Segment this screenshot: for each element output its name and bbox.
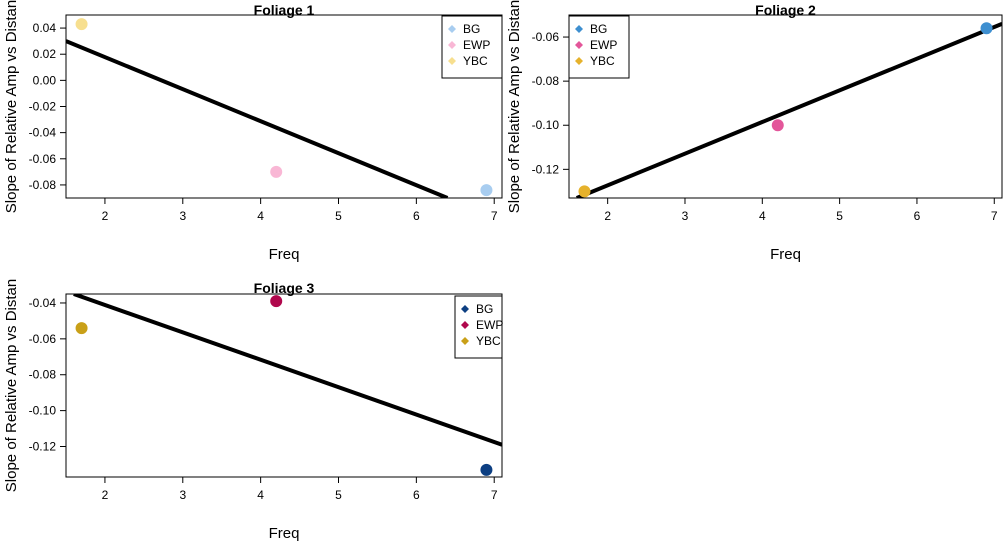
chart-panel-2: 2 3 4 5 6 7 -0.12 -0.10 -0.08 -0.06 Freq Slope of R… xyxy=(506,0,1003,263)
fit-line xyxy=(73,294,502,447)
data-point-bg xyxy=(480,463,493,476)
legend-label: YBC xyxy=(476,334,501,348)
legend-marker-ybc xyxy=(448,57,456,65)
legend-label: YBC xyxy=(463,54,488,68)
legend-label: EWP xyxy=(476,318,503,332)
y-axis-label: Slope of Relative Amp vs Distan xyxy=(506,0,523,213)
legend-label: EWP xyxy=(590,38,617,52)
data-point-ewp xyxy=(270,295,283,308)
y-tick-label: -0.10 xyxy=(532,118,560,132)
y-tick-label: -0.06 xyxy=(29,152,57,166)
plot-frame xyxy=(568,14,1003,199)
data-point-ewp xyxy=(771,119,784,132)
y-tick-label: -0.08 xyxy=(29,368,57,382)
legend-label: BG xyxy=(590,22,607,36)
y-tick-label: -0.08 xyxy=(29,178,57,192)
y-tick-label: -0.10 xyxy=(29,404,57,418)
legend-label: BG xyxy=(463,22,480,36)
y-tick-label: 0.04 xyxy=(33,21,57,35)
plot-frame xyxy=(65,14,503,199)
fit-line xyxy=(575,21,1002,198)
y-tick-label: -0.12 xyxy=(532,162,560,176)
x-tick-label: 4 xyxy=(759,209,766,223)
x-tick-label: 2 xyxy=(604,209,611,223)
chart-title: Foliage 3 xyxy=(254,280,315,296)
y-tick-label: 0.00 xyxy=(33,73,57,87)
data-point-bg xyxy=(480,184,493,197)
data-point-ewp xyxy=(270,165,283,178)
y-tick-label: -0.08 xyxy=(532,74,560,88)
legend-marker-bg xyxy=(575,25,583,33)
y-tick-label: -0.06 xyxy=(532,30,560,44)
legend-marker-ewp xyxy=(575,41,583,49)
chart-panel-1: 2 3 4 5 6 7 -0.08 -0.06 -0.04 -0.02 0.00 0.02 0.04 Fr… xyxy=(3,0,503,263)
x-tick-label: 4 xyxy=(257,209,264,223)
data-point-ybc xyxy=(75,322,88,335)
y-tick-label: -0.04 xyxy=(29,126,57,140)
legend-marker-bg xyxy=(461,305,469,313)
x-tick-label: 6 xyxy=(914,209,921,223)
data-point-ybc xyxy=(75,18,88,31)
x-tick-label: 7 xyxy=(991,209,998,223)
y-axis-label: Slope of Relative Amp vs Distan xyxy=(3,0,20,213)
y-tick-label: -0.06 xyxy=(29,332,57,346)
x-tick-label: 4 xyxy=(257,488,264,502)
legend-marker-bg xyxy=(448,25,456,33)
x-tick-label: 6 xyxy=(413,488,420,502)
legend: BG EWP YBC xyxy=(568,15,630,79)
y-tick-label: -0.04 xyxy=(29,296,57,310)
data-point-bg xyxy=(980,22,993,35)
legend-label: EWP xyxy=(463,38,490,52)
chart-title: Foliage 1 xyxy=(254,2,315,18)
x-tick-label: 7 xyxy=(491,488,498,502)
x-tick-label: 3 xyxy=(179,209,186,223)
legend: BG EWP YBC xyxy=(454,295,503,359)
x-tick-label: 5 xyxy=(335,209,342,223)
fit-line xyxy=(66,39,449,198)
x-tick-label: 6 xyxy=(413,209,420,223)
legend-box xyxy=(454,295,503,359)
legend-marker-ewp xyxy=(448,41,456,49)
y-tick-label: -0.12 xyxy=(29,440,57,454)
x-tick-label: 7 xyxy=(491,209,498,223)
legend-marker-ybc xyxy=(461,337,469,345)
legend-label: BG xyxy=(476,302,493,316)
chart-title: Foliage 2 xyxy=(755,2,816,18)
x-tick-label: 5 xyxy=(836,209,843,223)
x-tick-label: 2 xyxy=(102,488,109,502)
y-axis-label: Slope of Relative Amp vs Distan xyxy=(3,279,20,492)
plot-frame xyxy=(65,293,503,478)
y-tick-label: 0.02 xyxy=(33,47,57,61)
legend: BG EWP YBC xyxy=(441,15,503,79)
x-tick-label: 5 xyxy=(335,488,342,502)
x-tick-label: 2 xyxy=(102,209,109,223)
y-tick-label: -0.02 xyxy=(29,100,57,114)
x-tick-label: 3 xyxy=(682,209,689,223)
legend-label: YBC xyxy=(590,54,615,68)
x-axis-label: Freq xyxy=(269,246,300,263)
x-axis-label: Freq xyxy=(770,246,801,263)
legend-marker-ybc xyxy=(575,57,583,65)
x-axis-label: Freq xyxy=(269,525,300,542)
legend-marker-ewp xyxy=(461,321,469,329)
chart-panel-3: 2 3 4 5 6 7 -0.12 -0.10 -0.08 -0.06 -0.04 Freq Slope… xyxy=(3,279,503,542)
data-point-ybc xyxy=(578,185,591,198)
x-tick-label: 3 xyxy=(179,488,186,502)
